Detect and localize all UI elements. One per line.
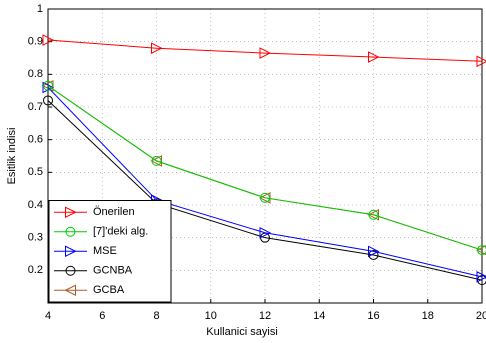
legend-label: MSE: [93, 245, 117, 257]
y-tick-label: 0.2: [28, 264, 43, 276]
legend-marker: [65, 265, 76, 276]
x-tick-label: 14: [313, 310, 325, 322]
data-point: [476, 55, 486, 68]
x-tick-label: 16: [367, 310, 379, 322]
legend-label: GCBA: [93, 284, 125, 296]
data-point: [476, 271, 486, 283]
data-point: [259, 47, 272, 59]
data-point: [368, 209, 379, 220]
data-point: [475, 245, 486, 256]
legend-marker: [65, 206, 77, 219]
series-line: [47, 87, 483, 278]
data-point: [368, 245, 380, 258]
x-tick-label: 8: [153, 310, 159, 322]
x-tick-label: 4: [45, 310, 51, 322]
y-axis-label: Esitlik indisi: [6, 128, 18, 185]
y-tick-label: 0.9: [28, 36, 43, 48]
data-point: [151, 155, 162, 166]
y-tick-label: 0.3: [28, 232, 43, 244]
y-tick-label: 0.5: [28, 166, 43, 178]
x-tick-label: 10: [205, 310, 217, 322]
y-tick-label: 0.4: [28, 199, 43, 211]
data-point: [43, 80, 53, 91]
legend-label: [7]'deki alg.: [93, 226, 148, 238]
data-point: [477, 245, 486, 256]
x-tick-label: 12: [259, 310, 271, 322]
x-tick-label: 18: [422, 310, 434, 322]
series-line: [47, 85, 483, 251]
x-tick-label: 20: [476, 310, 486, 322]
x-tick-label: 6: [99, 310, 105, 322]
series-line: [47, 39, 483, 62]
plot-frame: [47, 8, 483, 304]
legend-label: Önerilen: [93, 206, 135, 218]
legend-marker: [65, 245, 77, 258]
data-point: [368, 51, 380, 63]
y-tick-label: 0.7: [28, 101, 43, 113]
y-tick-label: 0.8: [28, 68, 43, 80]
data-point: [151, 42, 163, 55]
y-tick-label: 0.6: [28, 134, 43, 146]
data-point: [259, 226, 272, 239]
data-point: [43, 95, 53, 106]
y-tick-label: 1: [37, 3, 43, 15]
data-point: [260, 192, 270, 203]
legend-marker: [64, 284, 76, 297]
x-axis-label: Kullanici sayisi: [206, 326, 278, 338]
series-line: [47, 100, 483, 281]
data-point: [42, 34, 55, 46]
legend-marker: [65, 226, 76, 237]
legend-label: GCNBA: [93, 265, 133, 277]
